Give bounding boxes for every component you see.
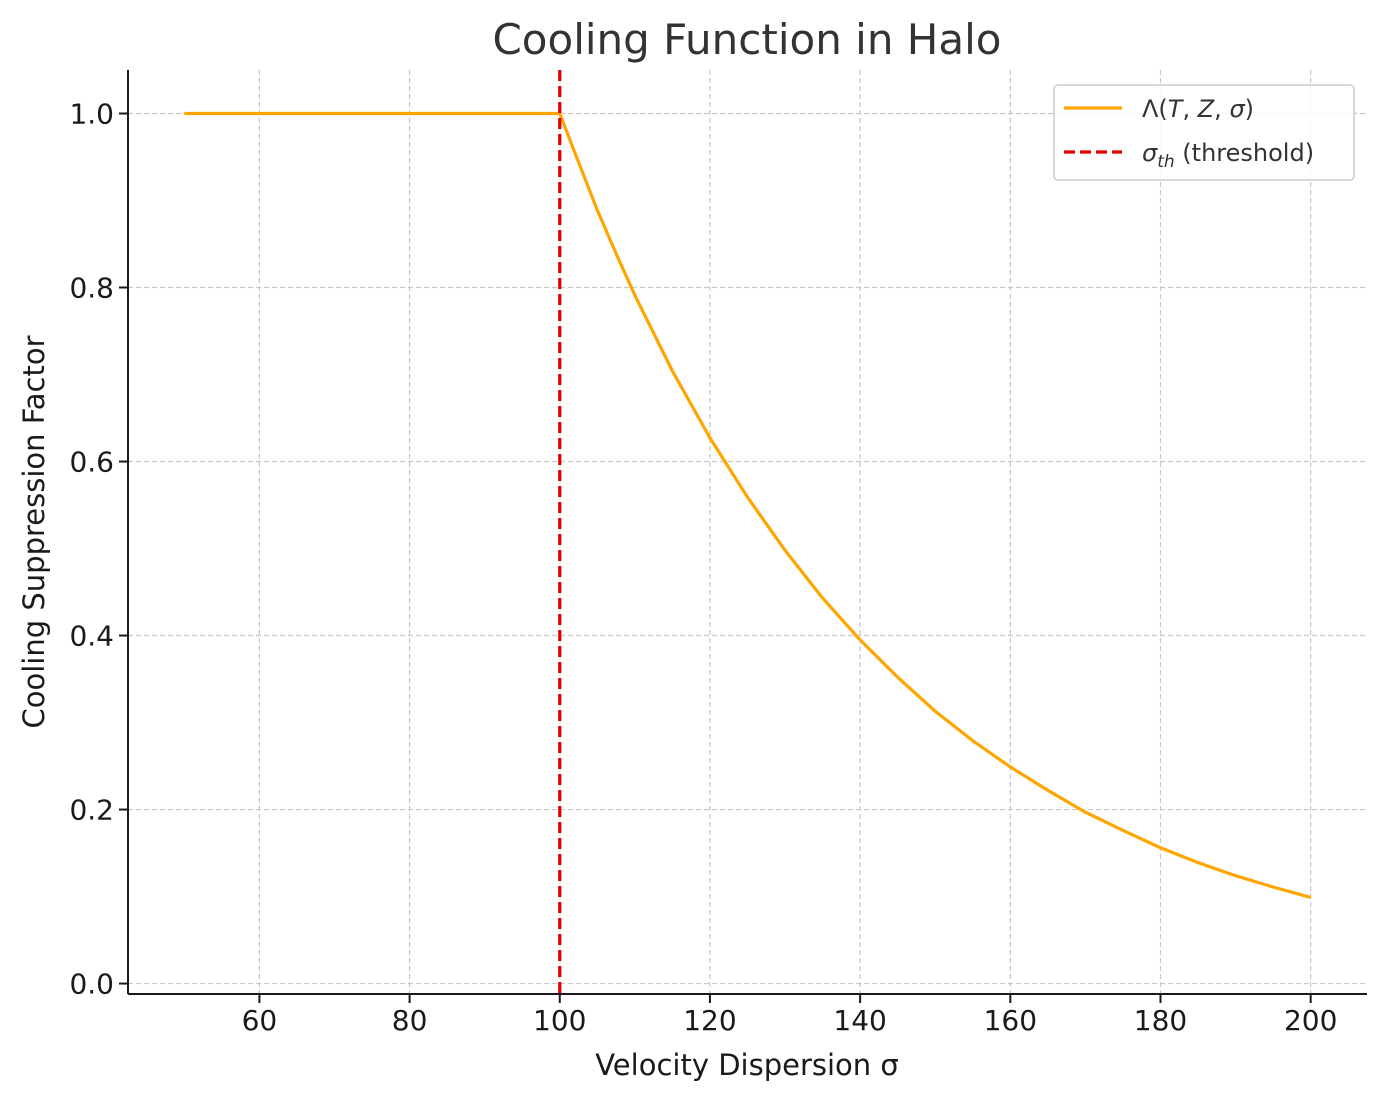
x-tick-label: 180: [1134, 1004, 1187, 1037]
x-tick-label: 100: [533, 1004, 586, 1037]
legend-label-cooling-function: Λ(T, Z, σ): [1142, 95, 1254, 123]
y-tick-label: 1.0: [69, 98, 114, 131]
x-axis-title: Velocity Dispersion σ: [595, 1048, 899, 1082]
y-ticks: 0.0 0.2 0.4 0.6 0.8 1.0: [69, 98, 128, 1001]
x-tick-label: 160: [984, 1004, 1037, 1037]
y-tick-label: 0.4: [69, 620, 114, 653]
x-tick-label: 140: [833, 1004, 886, 1037]
legend-label-threshold: σth (threshold): [1142, 139, 1314, 172]
legend-box: [1053, 84, 1355, 181]
y-axis-title: Cooling Suppression Factor: [17, 335, 51, 728]
series-layer: [184, 70, 1312, 994]
x-ticks: 60 80 100 120 140 160 180 200: [242, 994, 1337, 1037]
x-tick-label: 80: [392, 1004, 428, 1037]
y-tick-label: 0.0: [69, 968, 114, 1001]
x-tick-label: 200: [1284, 1004, 1337, 1037]
y-tick-label: 0.2: [69, 794, 114, 827]
y-tick-label: 0.6: [69, 446, 114, 479]
chart-title: Cooling Function in Halo: [492, 15, 1001, 64]
legend: Λ(T, Z, σ) σth (threshold): [1053, 84, 1355, 181]
grid: [128, 70, 1367, 994]
x-tick-label: 60: [242, 1004, 278, 1037]
y-tick-label: 0.8: [69, 272, 114, 305]
x-tick-label: 120: [683, 1004, 736, 1037]
series-line-cooling-function: [184, 111, 1312, 899]
